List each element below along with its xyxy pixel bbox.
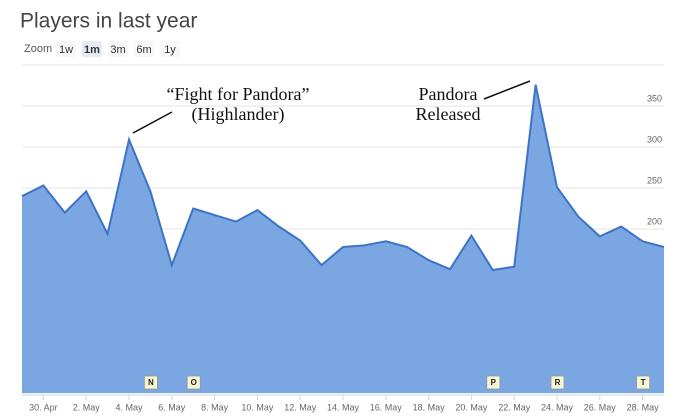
zoom-button[interactable]	[160, 41, 180, 57]
y-tick-label: 350	[647, 93, 662, 103]
area	[22, 84, 664, 393]
chart-title: Players in last year	[20, 10, 197, 33]
x-tick-label: 16. May	[370, 402, 403, 412]
zoom-button[interactable]	[134, 41, 154, 57]
y-tick-label: 250	[647, 175, 662, 185]
flag-label: R	[555, 378, 561, 387]
line	[21, 84, 665, 272]
zoom-button[interactable]	[108, 41, 128, 57]
zoom-label: Zoom	[24, 43, 52, 55]
flag-label: O	[191, 378, 197, 387]
y-tick-label: 300	[647, 134, 662, 144]
x-tick-label: 22. May	[498, 402, 531, 412]
x-tick-label: 6. May	[158, 402, 186, 412]
zoom-button[interactable]	[56, 41, 76, 57]
x-tick-label: 4. May	[115, 402, 143, 412]
x-tick-label: 10. May	[241, 402, 274, 412]
zoom-button-label[interactable]: 1m	[84, 44, 100, 56]
flag	[186, 375, 201, 390]
zoom-button-label[interactable]: 1y	[164, 44, 176, 56]
flag-label: T	[641, 378, 646, 387]
x-tick-label: 30. Apr	[29, 402, 58, 412]
x-tick-label: 28. May	[627, 402, 660, 412]
x-tick-label: 20. May	[455, 402, 488, 412]
x-tick-label: 2. May	[73, 402, 101, 412]
annotation-arrow	[132, 111, 173, 134]
annotation: Released	[416, 104, 481, 124]
annotation: Pandora	[419, 84, 478, 104]
flag-label: N	[148, 378, 154, 387]
flag-label: P	[491, 378, 497, 387]
flag	[636, 375, 650, 390]
x-tick-label: 26. May	[584, 402, 617, 412]
y-tick-label: 200	[647, 216, 662, 226]
zoom-button-label[interactable]: 6m	[136, 44, 151, 56]
annotation-arrow	[483, 80, 531, 100]
zoom-button-label[interactable]: 1w	[59, 44, 73, 56]
x-tick-label: 24. May	[541, 402, 574, 412]
flag	[550, 375, 565, 390]
x-tick-label: 12. May	[284, 402, 317, 412]
flag	[486, 375, 501, 390]
x-tick-label: 18. May	[413, 402, 446, 412]
x-tick-label: 14. May	[327, 402, 360, 412]
flag	[143, 375, 158, 390]
annotation: (Highlander)	[192, 104, 285, 125]
zoom-button[interactable]	[82, 41, 102, 57]
annotation: “Fight for Pandora”	[167, 84, 310, 104]
zoom-button-label[interactable]: 3m	[110, 44, 125, 56]
x-tick-label: 8. May	[201, 402, 229, 412]
